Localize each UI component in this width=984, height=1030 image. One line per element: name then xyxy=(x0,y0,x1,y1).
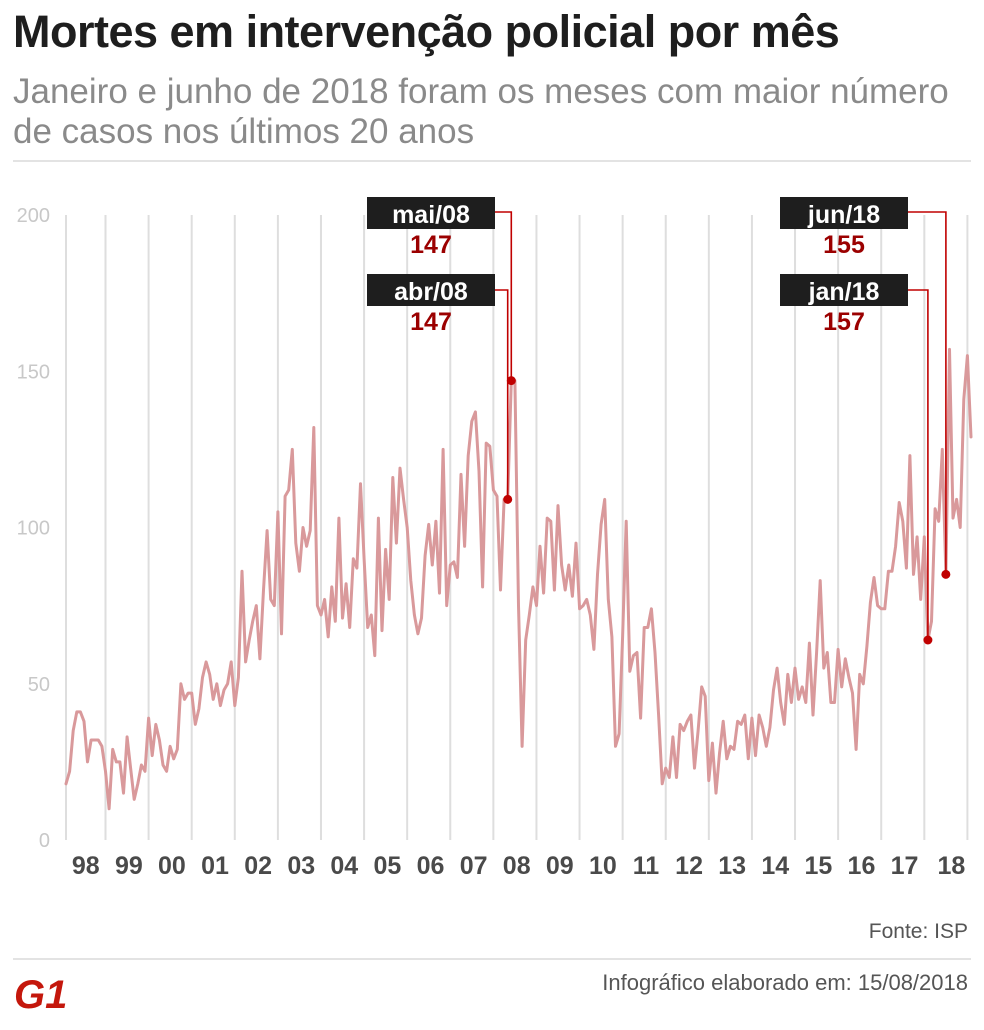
annotation-value: 155 xyxy=(823,231,865,259)
annotation-label-box xyxy=(780,274,908,306)
annotation-value: 147 xyxy=(410,231,452,259)
annotation-label-box xyxy=(780,197,908,229)
credit-note: Infográfico elaborado em: 15/08/2018 xyxy=(602,970,968,995)
annotation-dot xyxy=(923,635,933,645)
x-tick-label: 14 xyxy=(761,852,789,880)
annotation-label: abr/08 xyxy=(394,278,468,306)
x-tick-label: 99 xyxy=(115,852,143,880)
annotation-connector xyxy=(495,211,513,381)
g1-logo: G1 xyxy=(12,970,76,1017)
x-tick-label: 06 xyxy=(417,852,445,880)
x-tick-label: 03 xyxy=(287,852,315,880)
x-tick-label: 07 xyxy=(460,852,488,880)
top-divider xyxy=(13,160,971,162)
annotation-label: jun/18 xyxy=(807,201,880,229)
annotation-value: 157 xyxy=(823,308,865,336)
annotation-dot xyxy=(506,376,516,386)
x-tick-label: 08 xyxy=(503,852,531,880)
annotation-connector xyxy=(908,289,929,640)
x-tick-label: 98 xyxy=(72,852,100,880)
x-tick-label: 17 xyxy=(891,852,919,880)
y-tick-label: 100 xyxy=(17,518,50,540)
source-note: Fonte: ISP xyxy=(868,920,968,943)
x-tick-label: 11 xyxy=(633,852,660,880)
x-tick-label: 01 xyxy=(201,852,229,880)
annotation-label: mai/08 xyxy=(392,201,470,229)
x-tick-label: 18 xyxy=(938,852,966,880)
x-tick-label: 02 xyxy=(244,852,272,880)
annotation-label-box xyxy=(367,197,495,229)
chart-title: Mortes em intervenção policial por mês xyxy=(13,6,840,57)
x-tick-label: 16 xyxy=(848,852,876,880)
y-tick-label: 200 xyxy=(17,205,50,227)
y-tick-label: 150 xyxy=(17,361,50,383)
g1-logo-text: G1 xyxy=(14,973,67,1014)
bottom-divider xyxy=(13,958,971,960)
annotation-connector xyxy=(908,211,947,575)
annotation-dot xyxy=(503,494,513,504)
annotation-dot xyxy=(941,569,951,579)
x-tick-label: 10 xyxy=(589,852,617,880)
annotation-label: jan/18 xyxy=(808,278,880,306)
y-tick-label: 50 xyxy=(28,674,50,696)
line-chart: 0 50 100 150 200 98 99 00 01 02 03 04 05 06 07 08 09 10 11… xyxy=(17,197,973,880)
x-tick-label: 00 xyxy=(158,852,186,880)
x-tick-label: 15 xyxy=(804,852,832,880)
series-line xyxy=(64,347,973,811)
chart-subtitle: Janeiro e junho de 2018 foram os meses c… xyxy=(13,72,949,151)
x-tick-label: 04 xyxy=(330,852,358,880)
x-tick-label: 13 xyxy=(718,852,746,880)
x-tick-label: 09 xyxy=(546,852,574,880)
y-tick-label: 0 xyxy=(39,830,50,852)
x-tick-label: 05 xyxy=(374,852,402,880)
annotation-label-box xyxy=(367,274,495,306)
x-tick-label: 12 xyxy=(675,852,703,880)
annotation-value: 147 xyxy=(410,308,452,336)
annotation-connector xyxy=(495,289,509,500)
